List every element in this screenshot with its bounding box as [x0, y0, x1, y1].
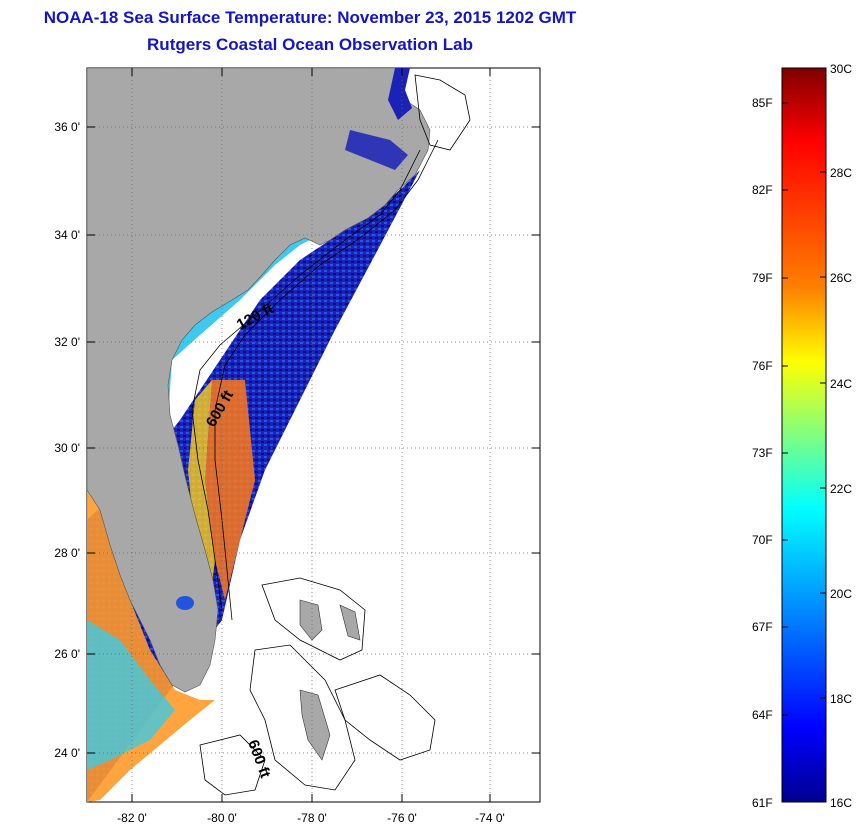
isobath-120ft [191, 149, 421, 611]
colorbar-celsius-label: 28C [830, 166, 853, 180]
colorbar-fahrenheit-label: 73F [752, 446, 773, 460]
colorbar-fahrenheit-label: 67F [752, 620, 773, 634]
lat-label: 30 0' [54, 441, 80, 455]
lat-label: 26 0' [54, 647, 80, 661]
bahamas-bank-contour [261, 577, 366, 661]
colorbar-fahrenheit-label: 82F [752, 183, 773, 197]
colorbar-fahrenheit-label: 70F [752, 533, 773, 547]
map-subtitle: Rutgers Coastal Ocean Observation Lab [147, 35, 473, 54]
bahamas-bank-contour [414, 74, 471, 151]
lat-label: 34 0' [54, 228, 80, 242]
colorbar-celsius-label: 26C [830, 271, 853, 285]
colorbar-ticks [782, 102, 826, 716]
lon-label: -74 0' [475, 811, 505, 825]
colorbar-fahrenheit-label: 64F [752, 708, 773, 722]
bahamas-island [299, 689, 331, 761]
colorbar-fahrenheit-label: 85F [752, 96, 773, 110]
lon-label: -76 0' [387, 811, 417, 825]
colorbar-celsius-label: 24C [830, 377, 853, 391]
gulf-of-mexico-sst-cool [87, 620, 175, 770]
colorbar-fahrenheit-label: 61F [752, 796, 773, 810]
lon-label: -80 0' [207, 811, 237, 825]
colorbar-celsius-label: 16C [830, 796, 853, 810]
colorbar-celsius-label: 22C [830, 482, 853, 496]
lat-label: 36 0' [54, 120, 80, 134]
colorbar-celsius-label: 30C [830, 62, 853, 76]
sound-water [388, 68, 412, 120]
lat-label: 28 0' [54, 546, 80, 560]
colorbar-celsius-label: 18C [830, 692, 853, 706]
bahamas-island [299, 599, 323, 641]
gulf-stream-warm-band [205, 380, 255, 600]
bahamas-island [339, 604, 361, 641]
bahamas-bank-contour [249, 644, 356, 791]
lat-label: 32 0' [54, 335, 80, 349]
colorbar-celsius-label: 20C [830, 587, 853, 601]
map-content [87, 68, 540, 802]
colorbar [781, 67, 827, 803]
pamlico-sound [345, 130, 408, 170]
lon-label: -78 0' [297, 811, 327, 825]
lon-label: -82 0' [117, 811, 147, 825]
bahamas-bank-contour [199, 734, 266, 796]
map-title: NOAA-18 Sea Surface Temperature: Novembe… [43, 8, 577, 27]
land-mass [87, 68, 431, 693]
colorbar-fahrenheit-label: 79F [752, 271, 773, 285]
lake-okeechobee [176, 596, 194, 610]
bahamas-bank-contour [334, 674, 436, 761]
colorbar-fahrenheit-label: 76F [752, 359, 773, 373]
lat-label: 24 0' [54, 746, 80, 760]
frame-ticks [87, 68, 540, 802]
